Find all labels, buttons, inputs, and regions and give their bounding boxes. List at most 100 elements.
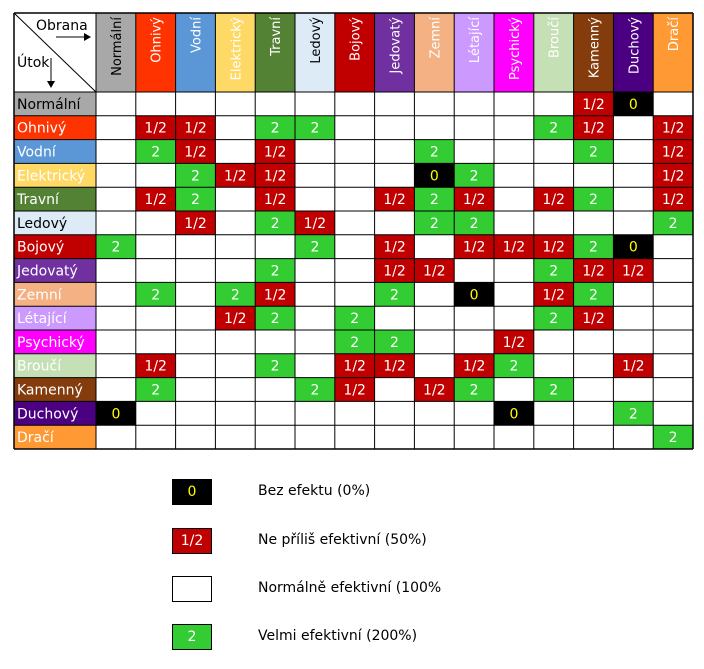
cell-brouci-vs-draci [653,353,693,378]
row-header-label-duchovy: Duchový [17,406,78,422]
cell-bojovy-vs-vodni [175,234,216,259]
corner-bottom-label: Útok [17,53,50,71]
cell-duchovy-vs-psychicky-value: 0 [509,406,518,422]
cell-travni-vs-letajici-value: 1/2 [463,192,486,208]
cell-duchovy-vs-elektricky [215,401,256,426]
cell-elektricky-vs-ledovy [295,163,335,188]
row-header-label-kamenny: Kamenný [17,383,83,399]
cell-duchovy-vs-bojovy [334,401,375,426]
legend-label: Ne příliš efektivní (50%) [258,532,427,548]
row-header-zemni [14,282,96,307]
cell-jedovaty-vs-ledovy [295,258,335,283]
cell-elektricky-vs-brouci [533,163,574,188]
cell-bojovy-vs-psychicky [494,234,534,259]
column-header-duchovy [613,13,654,92]
row-header-label-ledovy: Ledový [17,216,67,232]
cell-ledovy-vs-normalni [96,211,136,235]
cell-bojovy-vs-kamenny-value: 2 [589,240,598,256]
cell-travni-vs-zemni-value: 2 [430,192,439,208]
cell-ledovy-vs-brouci [533,211,574,235]
cell-travni-vs-jedovaty [374,187,415,211]
cell-bojovy-vs-bojovy [334,234,375,259]
cell-travni-vs-vodni [175,187,216,211]
column-header-label-letajici: Létající [468,17,483,63]
cell-ohnivy-vs-zemni [414,115,455,140]
cell-ledovy-vs-elektricky [215,211,256,235]
cell-zemni-vs-travni-value: 1/2 [264,287,287,303]
cell-brouci-vs-letajici-value: 1/2 [463,359,486,375]
cell-ohnivy-vs-ledovy [295,115,335,140]
cell-zemni-vs-bojovy [334,282,375,307]
cell-draci-vs-draci [653,425,693,449]
column-header-brouci [533,13,574,92]
right-arrow-head-icon [84,33,91,41]
cell-kamenny-vs-bojovy-value: 1/2 [343,383,366,399]
cell-travni-vs-kamenny-value: 2 [589,192,598,208]
cell-vodni-vs-travni-value: 1/2 [264,145,287,161]
cell-vodni-vs-ohnivy-value: 2 [151,145,160,161]
down-arrow-head-icon [47,81,55,88]
cell-bojovy-vs-travni [255,234,295,259]
cell-zemni-vs-duchovy [613,282,654,307]
cell-bojovy-vs-elektricky [215,234,256,259]
cell-vodni-vs-draci [653,139,693,164]
cell-brouci-vs-brouci [533,353,574,378]
column-header-kamenny [573,13,614,92]
cell-draci-vs-kamenny [573,425,614,449]
cell-jedovaty-vs-duchovy-value: 1/2 [622,264,645,280]
cell-kamenny-vs-zemni [414,377,455,402]
column-header-label-kamenny: Kamenný [588,17,603,78]
cell-normalni-vs-duchovy [613,92,654,116]
cell-ledovy-vs-travni [255,211,295,235]
row-headers: Normální Ohnivý Vodní Elektrický Travní Ledov… [14,92,96,449]
cell-normalni-vs-vodni [175,92,216,116]
cell-elektricky-vs-bojovy [334,163,375,188]
cell-brouci-vs-elektricky [215,353,256,378]
cell-elektricky-vs-travni-value: 1/2 [264,168,287,184]
cell-kamenny-vs-letajici-value: 2 [470,383,479,399]
cell-elektricky-vs-kamenny [573,163,614,188]
cell-jedovaty-vs-jedovaty [374,258,415,283]
cell-travni-vs-ledovy [295,187,335,211]
cell-zemni-vs-letajici [454,282,494,307]
cell-jedovaty-vs-brouci [533,258,574,283]
cell-duchovy-vs-zemni [414,401,455,426]
row-header-brouci [14,353,96,378]
cell-psychicky-vs-bojovy-value: 2 [350,335,359,351]
column-header-label-elektricky: Elektrický [229,17,244,81]
cell-zemni-vs-jedovaty-value: 2 [390,287,399,303]
cell-psychicky-vs-kamenny [573,330,614,354]
row-header-label-zemni: Zemní [17,287,63,303]
legend-swatch [172,576,212,602]
cell-draci-vs-duchovy [613,425,654,449]
cell-draci-vs-psychicky [494,425,534,449]
cell-brouci-vs-zemni [414,353,455,378]
cell-letajici-vs-elektricky-value: 1/2 [224,311,247,327]
cell-vodni-vs-vodni-value: 1/2 [184,145,207,161]
cell-brouci-vs-jedovaty [374,353,415,378]
cell-duchovy-vs-brouci [533,401,574,426]
cell-jedovaty-vs-zemni [414,258,455,283]
cell-normalni-vs-ohnivy [135,92,176,116]
cell-ledovy-vs-duchovy [613,211,654,235]
cell-zemni-vs-normalni [96,282,136,307]
cell-duchovy-vs-normalni [96,401,136,426]
column-header-letajici [454,13,494,92]
cell-psychicky-vs-elektricky [215,330,256,354]
cell-ohnivy-vs-psychicky [494,115,534,140]
cell-ohnivy-vs-letajici [454,115,494,140]
legend-label: Bez efektu (0%) [258,483,371,499]
cell-psychicky-vs-bojovy [334,330,375,354]
cell-ohnivy-vs-normalni [96,115,136,140]
cell-kamenny-vs-brouci [533,377,574,402]
cell-travni-vs-normalni [96,187,136,211]
cell-letajici-vs-brouci-value: 2 [549,311,558,327]
cell-vodni-vs-letajici [454,139,494,164]
cell-jedovaty-vs-travni-value: 2 [271,264,280,280]
cell-brouci-vs-normalni [96,353,136,378]
cell-elektricky-vs-zemni-value: 0 [430,168,439,184]
cell-psychicky-vs-vodni [175,330,216,354]
column-header-label-psychicky: Psychický [508,17,523,80]
cell-normalni-vs-kamenny-value: 1/2 [582,97,605,113]
cell-ohnivy-vs-jedovaty [374,115,415,140]
